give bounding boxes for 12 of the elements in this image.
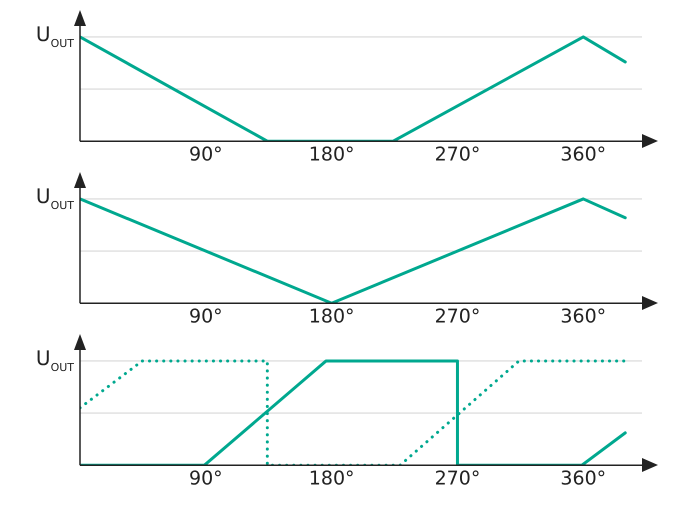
x-tick-label: 180° xyxy=(308,144,355,166)
x-tick-label: 180° xyxy=(308,306,355,328)
x-tick-label: 90° xyxy=(188,306,223,328)
x-tick-label: 90° xyxy=(188,468,223,490)
x-tick-label: 270° xyxy=(434,144,480,166)
x-tick-label: 270° xyxy=(434,306,480,328)
x-tick-label: 90° xyxy=(188,144,223,166)
x-tick-label: 180° xyxy=(308,468,355,490)
x-tick-label: 270° xyxy=(434,468,480,490)
x-tick-label: 360° xyxy=(560,306,606,328)
x-tick-label: 360° xyxy=(560,468,606,490)
x-tick-label: 360° xyxy=(560,144,606,166)
